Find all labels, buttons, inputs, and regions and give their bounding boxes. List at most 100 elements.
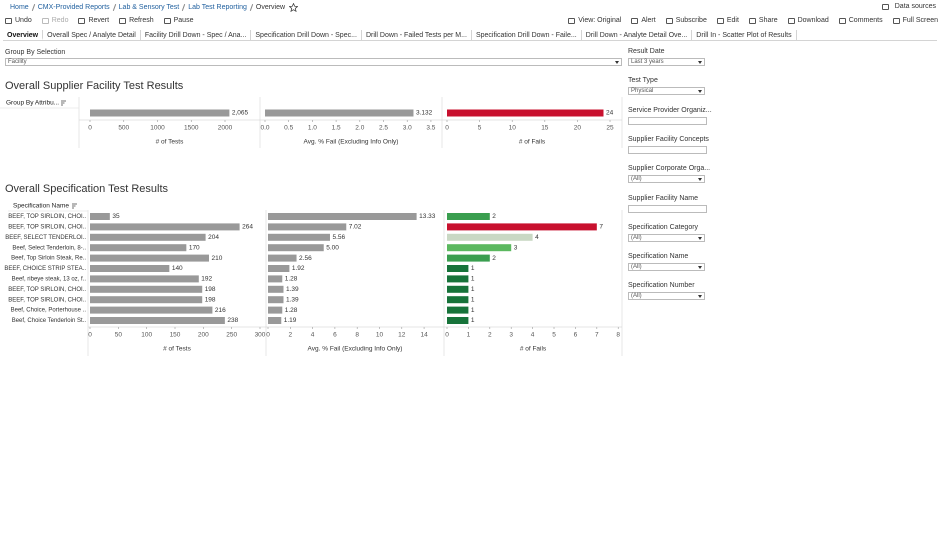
breadcrumb: Home CMX-Provided Reports Lab & Sensory Te… [10,3,299,12]
filter-dropdown[interactable]: (All) [628,175,705,184]
bar [90,275,199,283]
toolbar-button[interactable]: Download [787,17,829,24]
filter-dropdown[interactable]: Physical [628,87,705,96]
x-tick-label: 250 [226,332,237,339]
filter: Specification Name (All) [628,253,708,272]
tab[interactable]: Overview [3,30,44,40]
axis-title: # of Tests [156,139,184,146]
toolbar-button[interactable]: Revert [78,17,109,24]
bar [447,285,469,293]
bar [268,213,417,220]
x-tick-label: 2000 [218,125,233,132]
row-label: BEEF, TOP SIRLOIN, CHOI.. [8,214,86,220]
tab[interactable]: Drill In - Scatter Plot of Results [692,30,797,40]
x-tick-label: 2.0 [355,125,364,132]
filter-value: (All) [631,293,642,300]
value-label: 1.92 [292,265,305,272]
toolbar-button[interactable]: Undo [5,17,32,24]
row-label: BEEF, TOP SIRLOIN, CHOI.. [8,224,86,230]
bar [90,233,206,241]
toolbar-button[interactable]: Full Screen [892,17,938,24]
icon [787,17,795,24]
toolbar-button[interactable]: Redo [41,17,68,24]
toolbar-button[interactable]: Edit [716,17,739,24]
x-tick-label: 0 [445,332,449,339]
data-sources-button[interactable]: Data sources [881,3,936,10]
tab[interactable]: Drill Down - Analyte Detail Ove... [582,30,693,40]
filter-textbox[interactable] [628,145,707,154]
value-label: 2.56 [299,255,312,262]
icon [665,17,673,24]
label: Full Screen [902,17,938,24]
toolbar-button[interactable]: Subscribe [665,17,707,24]
icon [838,17,846,24]
bar [90,285,203,293]
filter-label: Specification Category [628,223,699,231]
icon [163,17,171,24]
toolbar-button[interactable]: Comments [838,17,883,24]
value-label: 1 [471,276,475,283]
bar [90,317,225,324]
bar [447,233,533,241]
toolbar-button[interactable]: Pause [163,17,193,24]
x-tick-label: 1 [467,332,471,339]
x-tick-label: 1.5 [332,125,341,132]
toolbar-button[interactable]: Share [748,17,778,24]
value-label: 140 [172,265,183,272]
row-label: BEEF, CHOICE STRIP STEA.. [4,266,86,272]
filter-label: Result Date [628,48,665,55]
x-tick-label: 100 [141,332,152,339]
bar [268,233,330,241]
tab[interactable]: Specification Drill Down - Spec... [251,30,362,40]
axis-title: # of Fails [520,346,547,353]
arrow [698,90,702,94]
tab[interactable]: Facility Drill Down - Spec / Ana... [141,30,252,40]
value-label: 3.132 [416,110,433,117]
filter-dropdown[interactable]: Last 3 years [628,58,705,66]
filter: Service Provider Organiz... [628,107,712,125]
filter: Specification Category (All) [628,224,708,242]
x-tick-label: 3 [509,332,513,339]
filter-value: (All) [631,176,642,183]
icon [119,17,127,24]
filter-label: Test Type [628,77,658,85]
label: Comments [848,17,883,24]
separator [182,4,186,11]
filter-textbox[interactable] [628,116,707,125]
filter-textbox[interactable] [628,204,707,213]
filter-dropdown[interactable]: (All) [628,263,705,272]
x-tick-label: 0 [266,332,270,339]
filter-label: Supplier Facility Concepts [628,135,709,143]
x-tick-label: 7 [595,332,599,339]
toolbar-button[interactable]: Refresh [119,17,154,24]
filter: Supplier Facility Concepts [628,135,709,154]
value-label: 7.02 [349,224,362,231]
filter-label: Specification Number [628,282,695,290]
axis-title: # of Tests [163,346,191,353]
row-label: Beef, Top Sirloin Steak, Re.. [11,256,86,262]
breadcrumb-item[interactable]: CMX-Provided Reports [37,4,110,11]
breadcrumb-item[interactable]: Lab Test Reporting [188,4,247,11]
favorite-star[interactable] [289,3,299,12]
x-tick-label: 8 [616,332,620,339]
toolbar-button[interactable]: View: Original [568,17,621,24]
x-tick-label: 12 [398,332,406,339]
breadcrumb-item[interactable]: Home [10,4,29,11]
filter-dropdown[interactable]: (All) [628,233,705,242]
tab[interactable]: Overall Spec / Analyte Detail [43,30,141,40]
icon [748,17,756,24]
toolbar-button[interactable]: Alert [631,17,656,24]
x-tick-label: 0.5 [284,125,293,132]
filter: Test Type Physical [628,77,708,96]
group-by-dropdown[interactable]: Facility [5,58,622,66]
tab[interactable]: Drill Down - Failed Tests per M... [362,30,472,40]
row-label: Beef, Choice Tenderloin St.. [12,318,87,324]
bar [447,317,469,324]
filter-dropdown[interactable]: (All) [628,292,705,301]
x-tick-label: 25 [606,125,614,132]
breadcrumb-item[interactable]: Lab & Sensory Test [118,4,180,11]
tab[interactable]: Specification Drill Down - Faile... [472,30,582,40]
value-label: 1.28 [285,276,298,283]
x-tick-label: 6 [574,332,578,339]
label: Data sources [894,3,936,10]
